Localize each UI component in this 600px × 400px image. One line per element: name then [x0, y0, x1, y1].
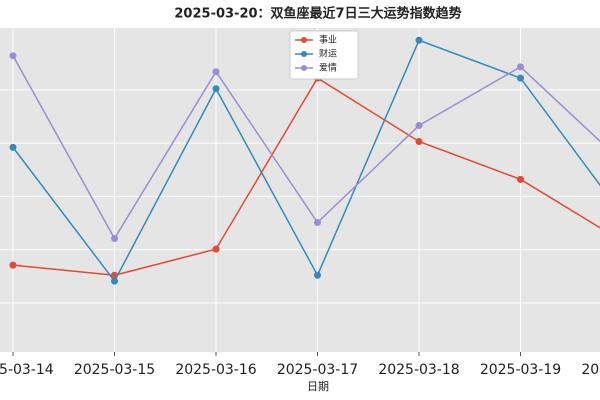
data-point: [9, 143, 17, 151]
x-axis-label: 日期: [307, 380, 329, 393]
data-point: [9, 261, 17, 269]
legend-label: 财运: [319, 48, 337, 60]
data-point: [415, 36, 423, 44]
data-point: [314, 271, 321, 279]
x-tick-label: 2025-03-15: [74, 362, 155, 378]
data-point: [212, 68, 220, 76]
x-tick-label: 2025-03-18: [378, 362, 459, 378]
x-tick-label: 2025-03-19: [480, 362, 561, 378]
data-point: [212, 85, 220, 93]
legend-marker: [301, 37, 307, 43]
data-point: [212, 245, 220, 253]
data-point: [517, 74, 524, 82]
legend-label: 事业: [319, 34, 337, 46]
data-point: [415, 138, 423, 146]
chart-title: 2025-03-20：双鱼座最近7日三大运势指数趋势: [174, 6, 461, 22]
data-point: [314, 219, 321, 227]
legend-label: 爱情: [319, 62, 337, 74]
x-tick-label: 2025-03-20: [581, 362, 600, 378]
data-point: [111, 277, 118, 285]
legend-marker: [301, 65, 307, 71]
x-tick-label: 2025-03-16: [175, 362, 256, 378]
data-point: [517, 63, 524, 71]
legend-marker: [301, 51, 307, 57]
data-point: [517, 175, 524, 183]
plot-area: [0, 28, 600, 352]
data-point: [415, 122, 423, 130]
x-tick-label: 2025-03-14: [0, 362, 54, 378]
x-tick-label: 2025-03-17: [277, 362, 358, 378]
legend-box: [289, 30, 359, 80]
data-point: [9, 52, 17, 60]
data-point: [111, 234, 118, 242]
